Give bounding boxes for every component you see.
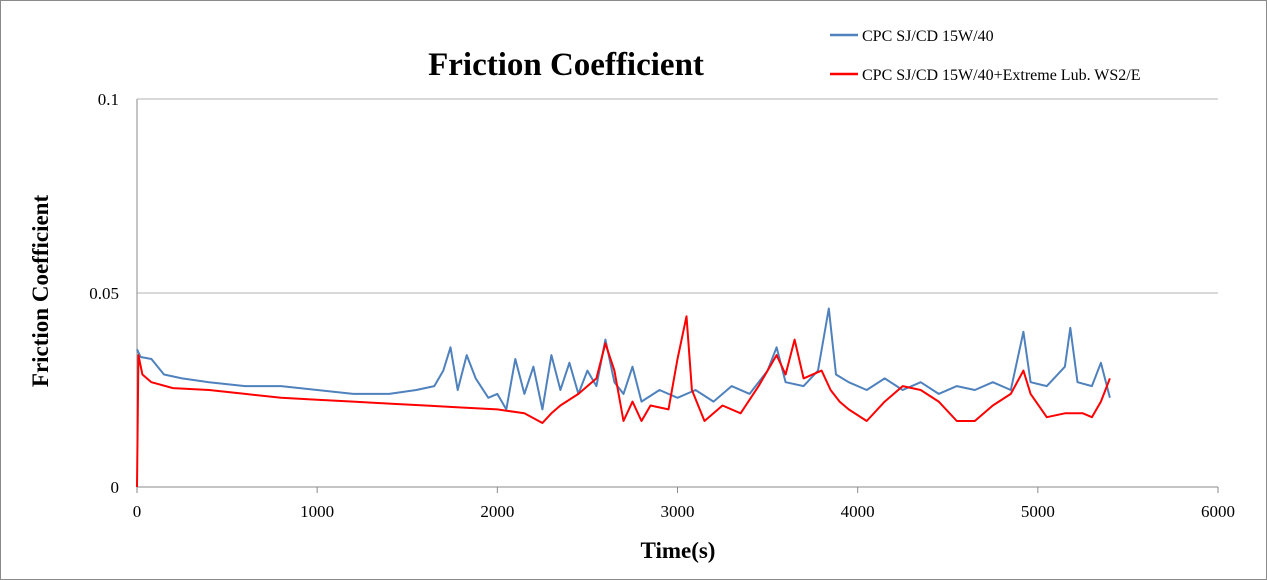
y-axis-label: Friction Coefficient bbox=[28, 195, 53, 388]
x-axis-label: Time(s) bbox=[641, 538, 716, 563]
x-tick-label: 1000 bbox=[300, 502, 334, 521]
x-tick-label: 6000 bbox=[1201, 502, 1235, 521]
x-tick-label: 0 bbox=[133, 502, 142, 521]
x-tick-label: 2000 bbox=[480, 502, 514, 521]
tick-labels: 0 0.05 0.1 0 1000 2000 3000 4000 5000 6000 bbox=[89, 90, 1235, 521]
y-tick-label: 0.1 bbox=[98, 90, 119, 109]
x-tick-label: 5000 bbox=[1021, 502, 1055, 521]
x-tick-label: 4000 bbox=[841, 502, 875, 521]
legend: CPC SJ/CD 15W/40 CPC SJ/CD 15W/40+Extrem… bbox=[830, 28, 1141, 84]
plot-area bbox=[136, 307, 1111, 488]
grid-lines bbox=[137, 98, 1218, 294]
x-tick-label: 3000 bbox=[661, 502, 695, 521]
chart-title: Friction Coefficient bbox=[428, 47, 704, 83]
axes bbox=[136, 99, 1219, 493]
y-tick-label: 0.05 bbox=[89, 284, 119, 303]
y-tick-label: 0 bbox=[111, 478, 120, 497]
legend-label-blue: CPC SJ/CD 15W/40 bbox=[862, 28, 994, 45]
legend-label-red: CPC SJ/CD 15W/40+Extreme Lub. WS2/E bbox=[862, 67, 1141, 84]
series-line-blue bbox=[136, 307, 1111, 411]
series-line-red bbox=[136, 315, 1111, 488]
